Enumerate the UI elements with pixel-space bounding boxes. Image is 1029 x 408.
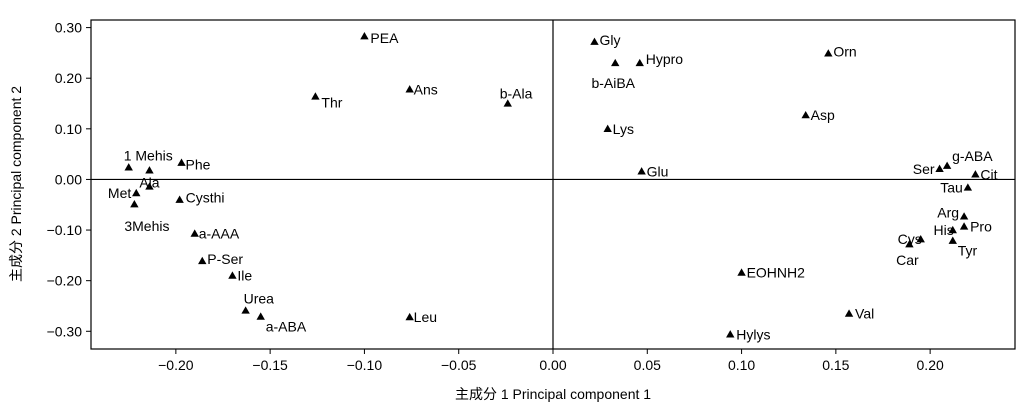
data-point-marker [175,195,184,203]
x-axis-title: 主成分 1 Principal component 1 [455,386,651,402]
data-point-label: Lys [613,121,634,137]
y-axis-title: 主成分 2 Principal component 2 [8,86,24,282]
data-point-marker [198,256,207,265]
data-point-marker [905,240,914,248]
y-tick-label: −0.10 [47,222,83,238]
data-point-marker [801,110,810,119]
data-point-marker [844,309,854,317]
data-point-marker [935,164,944,172]
data-point-marker [611,58,620,67]
data-points: PEA Ans b-Ala Thr 1 Mehis Phe Met Ala 3Mehis Cyst… [108,30,998,342]
data-point-marker [590,37,599,45]
data-point-marker [132,188,141,197]
data-point-marker [311,92,320,100]
data-point-marker [963,183,973,191]
data-point-label: Ala [139,175,159,191]
data-point-label: Ans [414,81,438,97]
x-tick-label: −0.20 [158,357,194,373]
data-point-label: 3Mehis [124,218,169,234]
data-point-marker [916,234,925,243]
y-tick-label: −0.30 [47,323,83,339]
data-point-label: Thr [321,94,342,110]
reference-lines [91,20,1015,349]
data-point-label: Orn [833,43,856,59]
data-point-label: PEA [370,30,399,46]
data-point-marker [726,330,735,338]
data-point-label: EOHNH2 [747,265,806,281]
x-tick-label: −0.05 [441,357,477,373]
data-point-label: Leu [414,309,437,325]
x-tick-label: 0.00 [539,357,566,373]
y-tick-label: 0.30 [55,20,82,36]
x-axis-ticks: −0.20 −0.15 −0.10 −0.05 0.00 0.05 0.10 0.15 0.20 [158,349,944,373]
data-point-label: Car [896,252,919,268]
y-tick-label: 0.00 [55,171,82,187]
data-point-marker [405,85,414,93]
data-point-marker [971,170,980,178]
data-point-label: Cys [898,231,922,247]
data-point-marker [603,124,612,132]
data-point-label: Asp [811,107,835,123]
data-point-marker [145,182,154,190]
y-tick-label: −0.20 [47,273,83,289]
data-point-label: Cysthi [186,190,225,206]
x-tick-label: −0.10 [347,357,383,373]
data-point-label: a-ABA [266,319,307,335]
data-point-label: Val [855,306,874,322]
data-point-marker [635,58,644,67]
data-point-label: P-Ser [207,251,243,267]
data-point-marker [228,271,237,279]
data-point-marker [959,222,969,230]
data-point-label: Tau [940,180,963,196]
data-point-label: Pro [970,219,992,235]
data-point-marker [959,212,969,220]
data-point-label: Phe [186,157,211,173]
data-point-label: g-ABA [952,148,993,164]
y-axis-ticks: 0.30 0.20 0.10 0.00 −0.10 −0.20 −0.30 [47,20,91,339]
data-point-label: Hypro [646,51,684,67]
y-tick-label: 0.20 [55,70,82,86]
data-point-marker [942,161,952,169]
data-point-label: b-Ala [500,86,533,102]
data-point-marker [256,312,265,320]
data-point-marker [130,200,139,208]
data-point-label: His [934,222,954,238]
data-point-marker [241,306,250,314]
y-tick-label: 0.10 [55,121,82,137]
x-tick-label: 0.05 [634,357,661,373]
data-point-label: Met [108,185,131,201]
data-point-label: b-AiBA [591,75,635,91]
data-point-marker [145,166,154,174]
data-point-label: Tyr [958,243,978,259]
data-point-label: Ile [237,268,252,284]
data-point-label: Hylys [736,326,770,342]
data-point-marker [503,99,512,107]
data-point-label: a-AAA [199,226,240,242]
data-point-label: Glu [647,163,669,179]
x-tick-label: −0.15 [252,357,288,373]
data-point-label: Cit [980,166,997,182]
data-point-marker [124,163,133,171]
data-point-marker [637,167,646,175]
data-point-marker [177,158,186,166]
x-tick-label: 0.15 [822,357,849,373]
data-point-label: Gly [599,32,620,48]
x-tick-label: 0.10 [728,357,755,373]
data-point-marker [360,31,369,40]
data-point-label: Arg [937,204,959,220]
data-point-marker [948,225,957,234]
data-point-label: Ser [913,161,935,177]
data-point-label: Urea [244,291,275,307]
data-point-marker [737,268,746,276]
data-point-marker [948,236,957,244]
x-tick-label: 0.20 [917,357,944,373]
data-point-marker [190,229,199,237]
data-point-label: 1 Mehis [124,147,173,163]
data-point-marker [824,49,833,57]
data-point-marker [405,312,414,321]
